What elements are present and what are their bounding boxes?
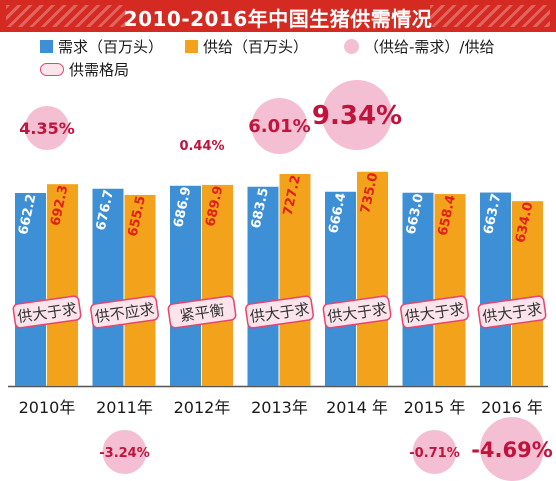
bar-demand: [247, 186, 279, 386]
bar-supply: [512, 201, 543, 386]
gap-value: -3.24%: [99, 446, 150, 461]
gap-value: 9.34%: [312, 101, 402, 131]
x-tick-label: 2010年: [19, 398, 76, 417]
title-stripes-right: [430, 5, 550, 27]
gap-bubble: [25, 106, 69, 150]
pattern-box: [245, 295, 314, 329]
x-tick-label: 2016 年: [481, 398, 543, 417]
bar-demand: [325, 191, 356, 386]
x-tick-label: 2011年: [96, 398, 153, 417]
gap-value: 4.35%: [19, 119, 75, 138]
bar-demand: [15, 192, 46, 386]
x-tick-label: 2015 年: [404, 398, 466, 417]
gap-bubble: [251, 98, 308, 154]
bar-demand: [480, 192, 511, 386]
bar-supply: [279, 174, 311, 386]
x-tick-label: 2014 年: [326, 398, 388, 417]
bar-demand: [170, 185, 201, 386]
gap-value: 0.44%: [179, 139, 224, 154]
title-bar: 2010-2016年中国生猪供需情况: [0, 0, 556, 32]
pattern-box: [477, 295, 547, 329]
legend: 需求（百万头） 供给（百万头） （供给-需求）/供给 供需格局: [0, 34, 556, 84]
gap-bubble: [322, 80, 392, 150]
gap-value: 6.01%: [248, 116, 310, 137]
bar-demand: [402, 192, 434, 386]
bar-supply: [357, 171, 388, 386]
bar-supply: [124, 194, 156, 386]
pattern-box: [12, 295, 82, 329]
gap-bubble: [102, 430, 147, 474]
gap-bubble: [412, 430, 457, 474]
pattern-box: [400, 295, 469, 329]
legend-demand-swatch: [40, 39, 53, 53]
pattern-box: [322, 295, 392, 329]
chart-title: 2010-2016年中国生猪供需情况: [123, 7, 433, 31]
legend-gap-swatch: [344, 38, 359, 54]
legend-supply-swatch: [185, 39, 198, 53]
legend-demand: 需求（百万头）: [40, 36, 163, 56]
bar-supply: [434, 194, 466, 386]
legend-supply-label: 供给（百万头）: [203, 37, 309, 56]
title-stripes-left: [6, 5, 126, 27]
bar-supply: [202, 184, 233, 386]
gap-bubble: [480, 417, 544, 481]
legend-pattern: 供需格局: [40, 59, 129, 79]
x-tick-label: 2013年: [251, 398, 308, 417]
x-tick-label: 2012年: [174, 398, 231, 417]
legend-gap-label: （供给-需求）/供给: [364, 37, 495, 56]
gap-value: -4.69%: [471, 438, 553, 462]
pattern-box: [90, 295, 159, 329]
legend-pattern-label: 供需格局: [69, 60, 130, 79]
legend-pattern-swatch: [40, 62, 64, 76]
bar-supply: [47, 184, 78, 386]
bar-demand: [92, 188, 124, 386]
legend-demand-label: 需求（百万头）: [58, 37, 164, 56]
legend-gap: （供给-需求）/供给: [344, 36, 494, 56]
gap-value: -0.71%: [409, 446, 460, 461]
legend-supply: 供给（百万头）: [185, 36, 308, 56]
pattern-box: [167, 295, 237, 329]
